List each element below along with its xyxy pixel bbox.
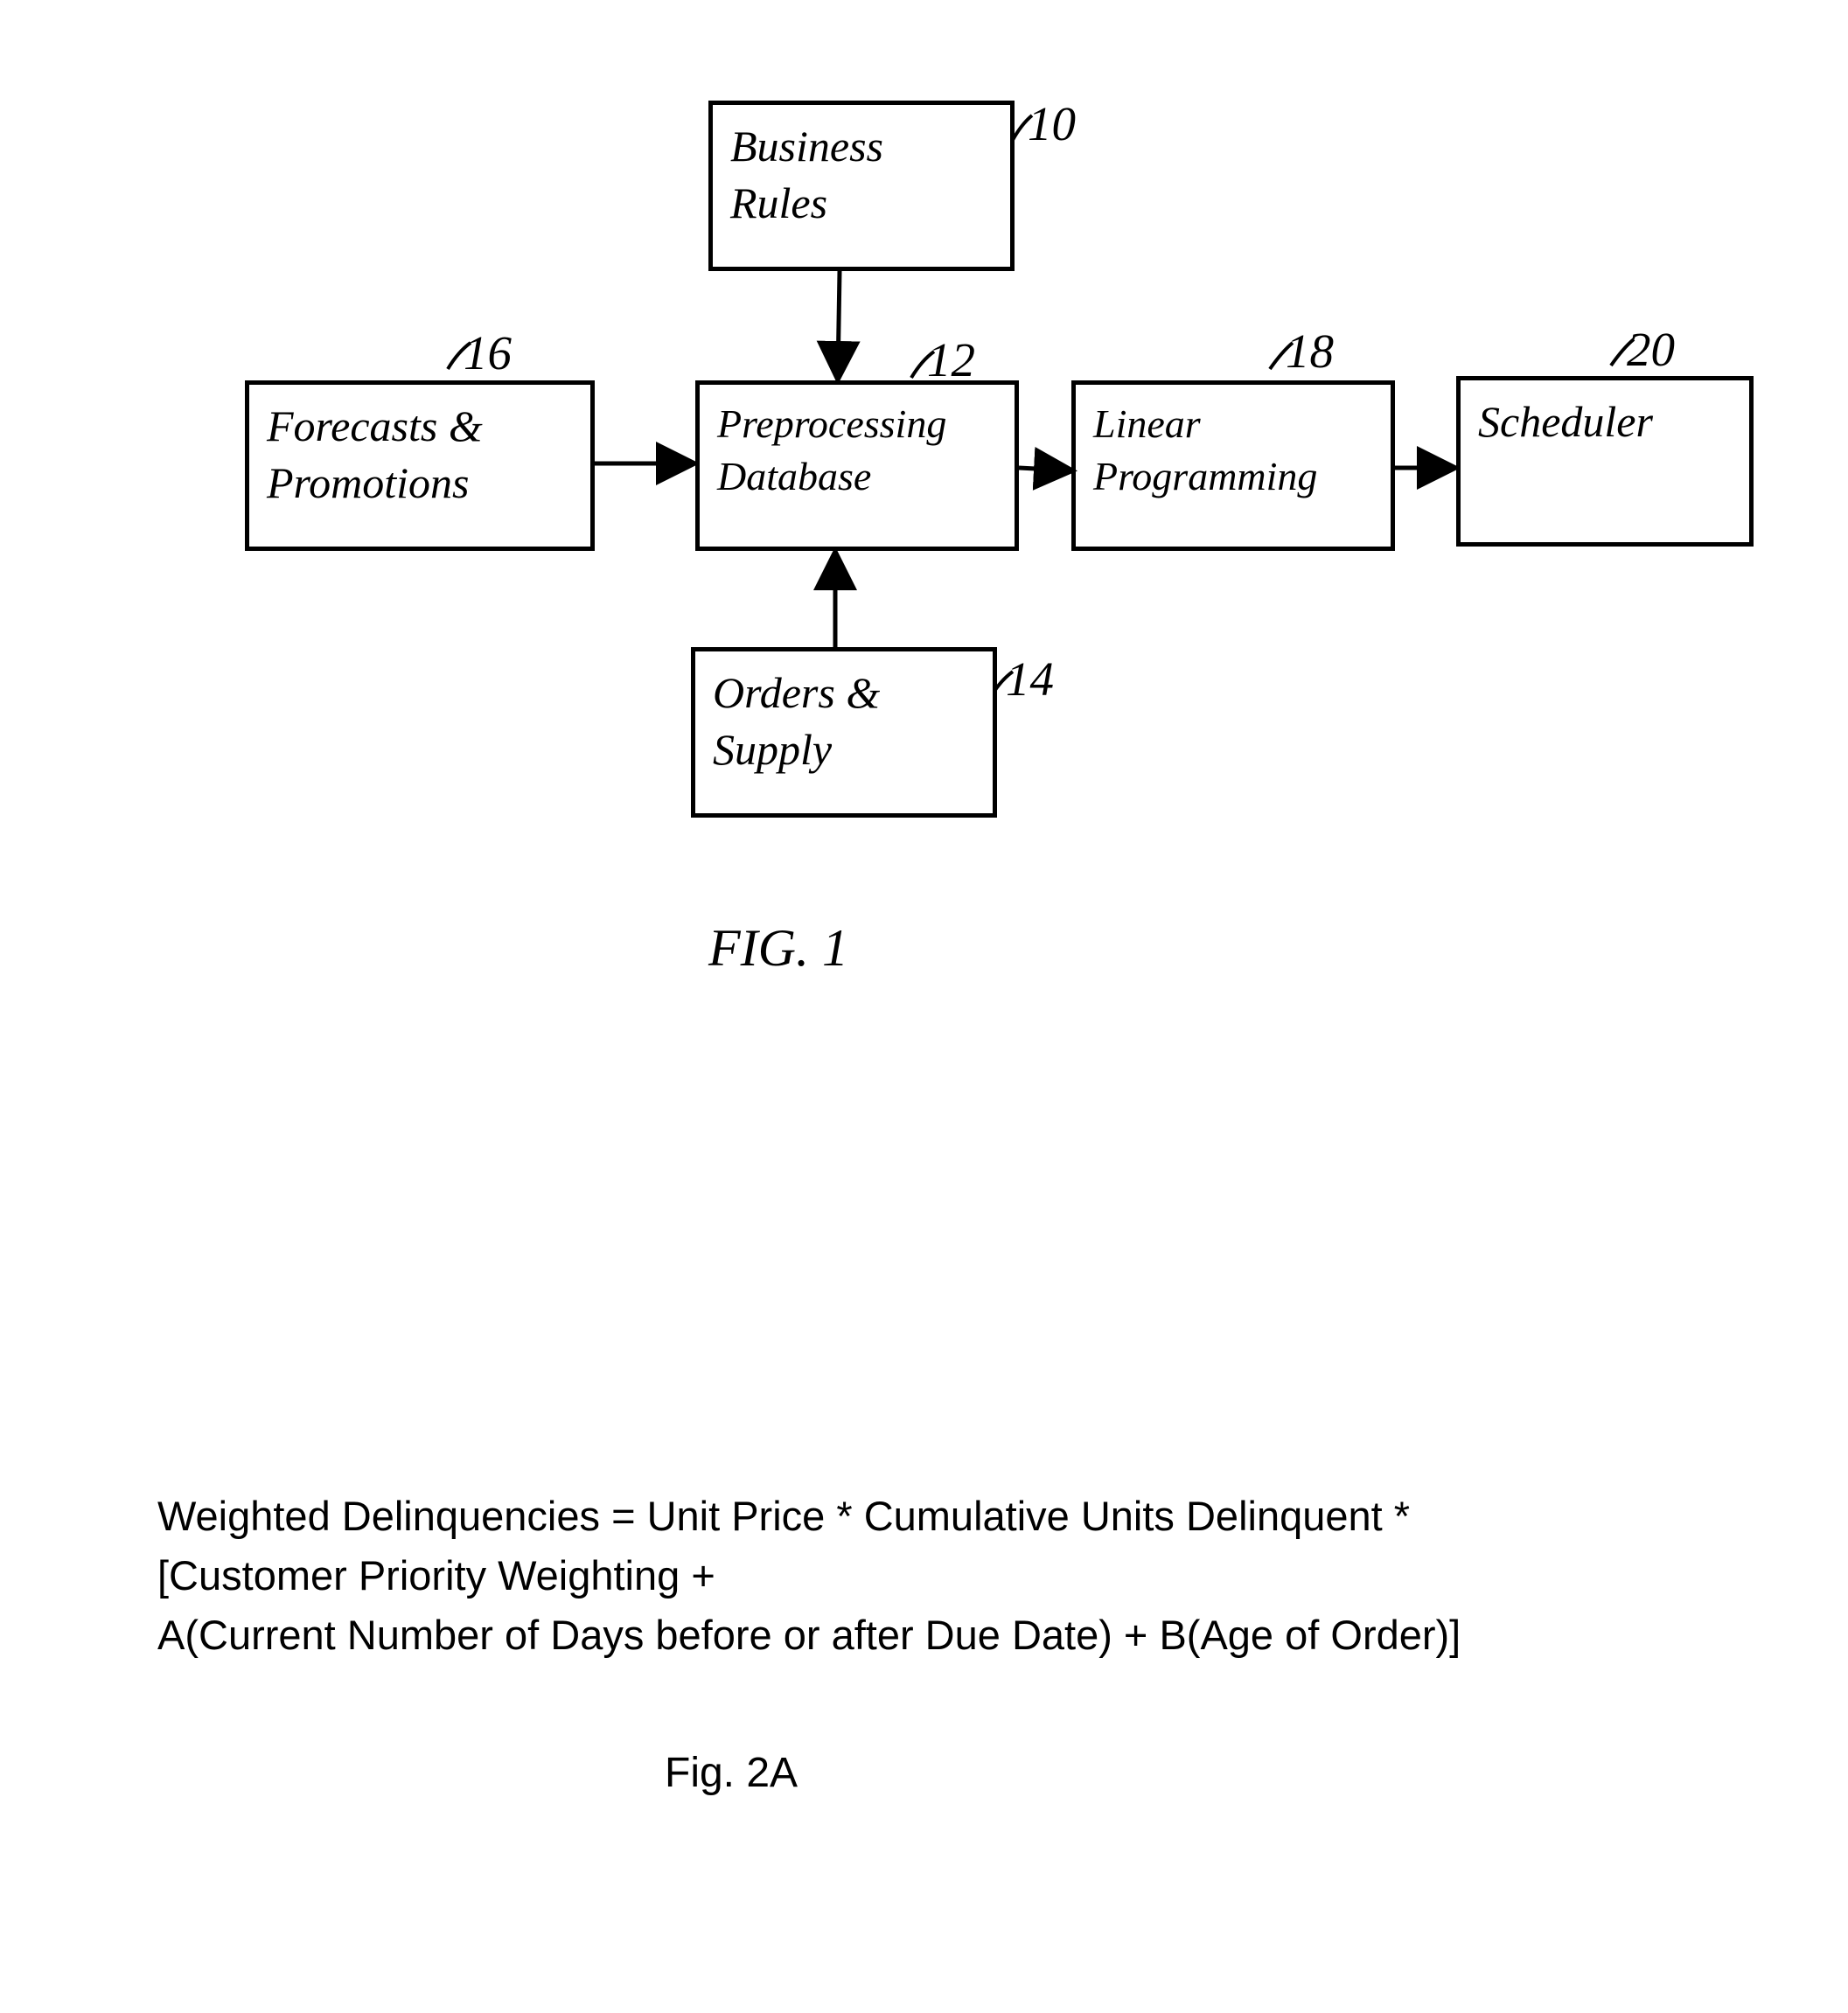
ref-10: 10 bbox=[1028, 96, 1076, 151]
node-label: Forecasts & Promotions bbox=[267, 398, 483, 512]
formula-line-3: A(Current Number of Days before or after… bbox=[157, 1606, 1461, 1665]
ref-12: 12 bbox=[927, 332, 975, 387]
figure-1-label: FIG. 1 bbox=[708, 918, 848, 979]
ref-16: 16 bbox=[464, 325, 512, 380]
node-label: Linear Programming bbox=[1093, 398, 1317, 503]
node-label: Business Rules bbox=[730, 118, 883, 232]
formula-weighted-delinquencies: Weighted Delinquencies = Unit Price * Cu… bbox=[157, 1487, 1461, 1665]
node-forecasts-promotions: Forecasts & Promotions bbox=[245, 380, 595, 551]
ref-14: 14 bbox=[1006, 651, 1054, 707]
node-business-rules: Business Rules bbox=[708, 101, 1015, 271]
flowchart-diagram: Business Rules 10 Forecasts & Promotions… bbox=[0, 52, 1848, 839]
ref-20: 20 bbox=[1627, 322, 1675, 377]
node-scheduler: Scheduler bbox=[1456, 376, 1754, 547]
node-label: Preprocessing Database bbox=[717, 398, 946, 503]
ref-18: 18 bbox=[1286, 324, 1334, 379]
node-linear-programming: Linear Programming bbox=[1071, 380, 1395, 551]
figure-2a-label: Fig. 2A bbox=[665, 1749, 798, 1797]
node-orders-supply: Orders & Supply bbox=[691, 647, 997, 818]
node-label: Scheduler bbox=[1478, 394, 1653, 450]
node-label: Orders & Supply bbox=[713, 665, 880, 778]
node-preprocessing-database: Preprocessing Database bbox=[695, 380, 1019, 551]
formula-line-1: Weighted Delinquencies = Unit Price * Cu… bbox=[157, 1487, 1461, 1546]
formula-line-2: [Customer Priority Weighting + bbox=[157, 1546, 1461, 1606]
